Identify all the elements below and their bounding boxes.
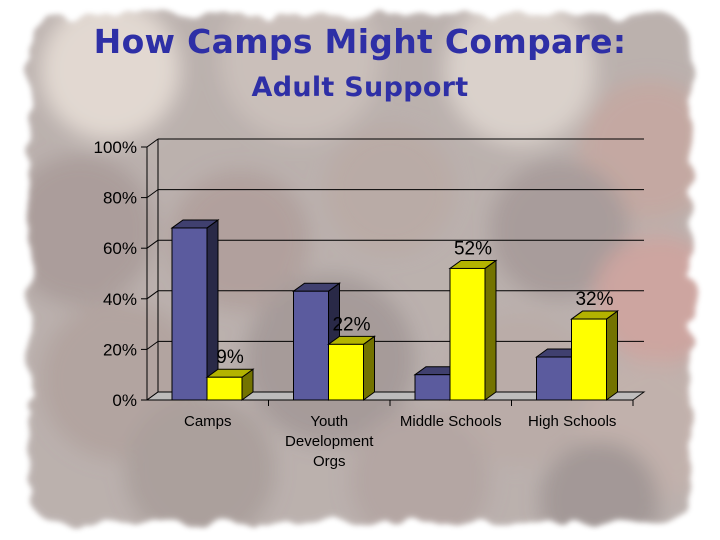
bar <box>328 343 364 401</box>
slide-title: How Camps Might Compare: <box>93 22 627 61</box>
slide-subtitle: Adult Support <box>251 72 469 103</box>
data-label: 32% <box>575 289 613 310</box>
bar-side <box>363 335 375 401</box>
bar-side <box>606 310 618 401</box>
y-tick-label: 0% <box>112 391 137 410</box>
x-tick-label: Orgs <box>313 453 346 470</box>
bar <box>449 267 486 401</box>
x-tick-label: Development <box>285 433 374 450</box>
bar <box>536 356 572 401</box>
data-label: 52% <box>454 238 492 259</box>
y-tick-label: 60% <box>103 239 137 258</box>
bar <box>293 290 329 401</box>
y-tick-label: 80% <box>103 189 137 208</box>
gridline-depth <box>146 189 159 199</box>
data-label: 9% <box>216 347 244 368</box>
gridline-depth <box>146 340 159 350</box>
gridline-depth <box>146 138 159 148</box>
x-tick-label: High Schools <box>528 413 616 430</box>
bar-side <box>484 259 497 401</box>
gridline-depth <box>146 290 159 300</box>
x-tick-label: Middle Schools <box>400 413 502 430</box>
gridline-depth <box>146 239 159 249</box>
x-tick-label: Youth <box>310 413 348 430</box>
bar <box>414 374 451 401</box>
y-tick-label: 100% <box>94 138 137 157</box>
bar <box>171 227 208 401</box>
bar <box>571 318 607 401</box>
x-tick-label: Camps <box>184 413 232 430</box>
data-label: 22% <box>332 314 370 335</box>
y-tick-label: 20% <box>103 340 137 359</box>
bar <box>206 376 243 401</box>
y-tick-label: 40% <box>103 290 137 309</box>
